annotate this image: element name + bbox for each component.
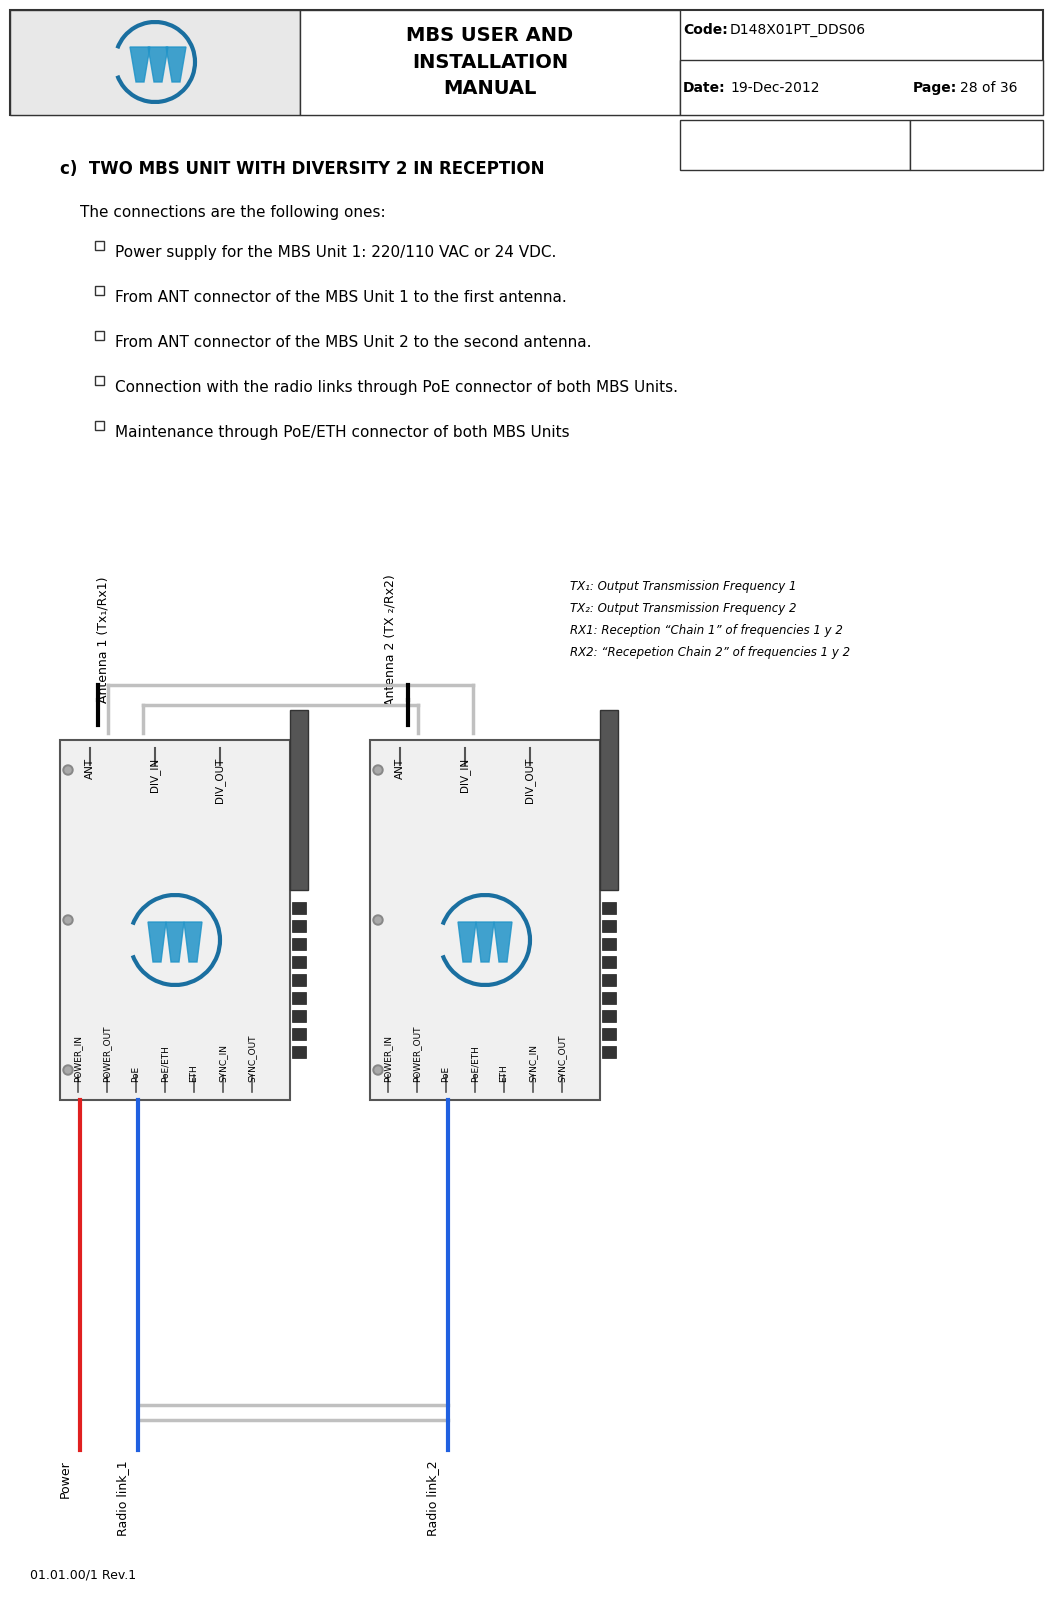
Text: Power supply for the MBS Unit 1: 220/110 VAC or 24 VDC.: Power supply for the MBS Unit 1: 220/110… [115, 244, 556, 260]
Bar [602, 920, 616, 933]
Circle shape [375, 767, 381, 773]
Text: POWER_OUT: POWER_OUT [413, 1025, 421, 1083]
Bar [9, 10, 300, 115]
Bar [292, 957, 306, 968]
Bar [95, 286, 104, 295]
Bar [95, 331, 104, 340]
Text: 01.01.00/1 Rev.1: 01.01.00/1 Rev.1 [29, 1568, 136, 1581]
Text: Date:: Date: [683, 81, 726, 94]
Text: SYNC_OUT: SYNC_OUT [247, 1035, 257, 1083]
Text: From ANT connector of the MBS Unit 2 to the second antenna.: From ANT connector of the MBS Unit 2 to … [115, 335, 592, 350]
Text: ETH: ETH [499, 1064, 509, 1083]
Bar [680, 120, 910, 169]
Text: TX₁: Output Transmission Frequency 1: TX₁: Output Transmission Frequency 1 [570, 580, 796, 592]
Bar [602, 992, 616, 1005]
Bar [292, 974, 306, 985]
Text: ETH: ETH [190, 1064, 199, 1083]
Bar [680, 61, 1044, 115]
Circle shape [373, 915, 383, 925]
Text: POWER_IN: POWER_IN [74, 1035, 82, 1083]
Bar [9, 10, 1044, 115]
Text: PoE/ETH: PoE/ETH [471, 1044, 479, 1083]
Text: 28 of 36: 28 of 36 [960, 81, 1017, 94]
Circle shape [63, 915, 73, 925]
Bar [602, 1046, 616, 1057]
Text: Connection with the radio links through PoE connector of both MBS Units.: Connection with the radio links through … [115, 380, 678, 394]
Polygon shape [148, 46, 168, 81]
Circle shape [65, 767, 71, 773]
Text: ANT: ANT [395, 759, 405, 779]
Bar [910, 120, 1044, 169]
Bar [95, 241, 104, 251]
Text: PoE: PoE [441, 1065, 451, 1083]
Polygon shape [166, 921, 184, 961]
Text: SYNC_IN: SYNC_IN [529, 1044, 537, 1083]
Polygon shape [494, 921, 512, 961]
Bar [292, 937, 306, 950]
Text: SYNC_OUT: SYNC_OUT [557, 1035, 567, 1083]
Text: Power: Power [59, 1460, 72, 1498]
Bar [60, 739, 290, 1100]
Bar [602, 974, 616, 985]
Text: POWER_IN: POWER_IN [383, 1035, 393, 1083]
Bar [290, 711, 307, 890]
Bar [370, 739, 600, 1100]
Circle shape [63, 1065, 73, 1075]
Bar [602, 957, 616, 968]
Text: PoE: PoE [132, 1065, 140, 1083]
Text: PoE/ETH: PoE/ETH [160, 1044, 170, 1083]
Text: c)  TWO MBS UNIT WITH DIVERSITY 2 IN RECEPTION: c) TWO MBS UNIT WITH DIVERSITY 2 IN RECE… [60, 160, 544, 177]
Bar [292, 1028, 306, 1040]
Circle shape [373, 765, 383, 775]
Bar [95, 375, 104, 385]
Text: The connections are the following ones:: The connections are the following ones: [80, 204, 385, 220]
Text: Antenna 2 (TX ₂/Rx2): Antenna 2 (TX ₂/Rx2) [383, 575, 397, 706]
Text: DIV_IN: DIV_IN [459, 759, 471, 792]
Text: From ANT connector of the MBS Unit 1 to the first antenna.: From ANT connector of the MBS Unit 1 to … [115, 291, 567, 305]
Bar [95, 422, 104, 430]
Bar [300, 10, 680, 115]
Polygon shape [130, 46, 150, 81]
Polygon shape [476, 921, 494, 961]
Bar [292, 902, 306, 913]
Polygon shape [458, 921, 476, 961]
Text: TX₂: Output Transmission Frequency 2: TX₂: Output Transmission Frequency 2 [570, 602, 796, 615]
Text: DIV_OUT: DIV_OUT [215, 759, 225, 803]
Text: DIV_OUT: DIV_OUT [524, 759, 536, 803]
Circle shape [65, 917, 71, 923]
Bar [602, 937, 616, 950]
Text: Page:: Page: [913, 81, 957, 94]
Circle shape [375, 1067, 381, 1073]
Bar [292, 1009, 306, 1022]
Text: POWER_OUT: POWER_OUT [102, 1025, 112, 1083]
Bar [602, 1009, 616, 1022]
Text: RX1: Reception “Chain 1” of frequencies 1 y 2: RX1: Reception “Chain 1” of frequencies … [570, 624, 842, 637]
Text: 19-Dec-2012: 19-Dec-2012 [730, 81, 819, 94]
Bar [292, 992, 306, 1005]
Text: DIV_IN: DIV_IN [150, 759, 160, 792]
Text: Radio link_2: Radio link_2 [426, 1460, 439, 1536]
Text: Antenna 1 (Tx₁/Rx1): Antenna 1 (Tx₁/Rx1) [97, 577, 110, 703]
Circle shape [65, 1067, 71, 1073]
Text: MBS USER AND
INSTALLATION
MANUAL: MBS USER AND INSTALLATION MANUAL [406, 26, 574, 97]
Bar [292, 920, 306, 933]
Text: Maintenance through PoE/ETH connector of both MBS Units: Maintenance through PoE/ETH connector of… [115, 425, 570, 441]
Text: D148X01PT_DDS06: D148X01PT_DDS06 [730, 22, 867, 37]
Text: SYNC_IN: SYNC_IN [219, 1044, 227, 1083]
Polygon shape [184, 921, 202, 961]
Bar [292, 1046, 306, 1057]
Circle shape [373, 1065, 383, 1075]
Polygon shape [148, 921, 166, 961]
Text: Code:: Code: [683, 22, 728, 37]
Bar [602, 1028, 616, 1040]
Text: RX2: “Recepetion Chain 2” of frequencies 1 y 2: RX2: “Recepetion Chain 2” of frequencies… [570, 647, 850, 660]
Circle shape [63, 765, 73, 775]
Bar [600, 711, 618, 890]
Circle shape [375, 917, 381, 923]
Bar [602, 902, 616, 913]
Polygon shape [166, 46, 186, 81]
Text: Radio link_1: Radio link_1 [117, 1460, 130, 1536]
Text: ANT: ANT [85, 759, 95, 779]
